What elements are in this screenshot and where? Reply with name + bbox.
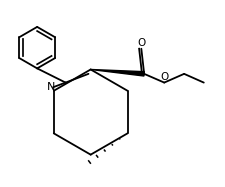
Polygon shape [91, 70, 144, 76]
Text: O: O [160, 72, 168, 82]
Text: O: O [137, 39, 146, 48]
Text: N: N [47, 82, 55, 92]
